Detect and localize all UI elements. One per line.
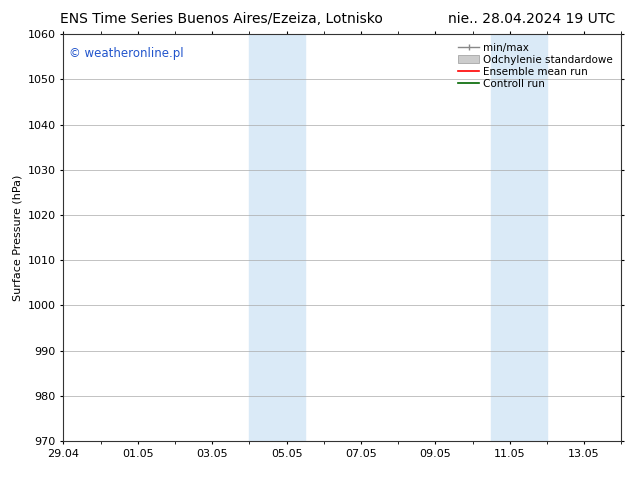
Text: nie.. 28.04.2024 19 UTC: nie.. 28.04.2024 19 UTC: [448, 12, 615, 26]
Text: © weatheronline.pl: © weatheronline.pl: [69, 47, 184, 59]
Text: ENS Time Series Buenos Aires/Ezeiza, Lotnisko: ENS Time Series Buenos Aires/Ezeiza, Lot…: [60, 12, 384, 26]
Legend: min/max, Odchylenie standardowe, Ensemble mean run, Controll run: min/max, Odchylenie standardowe, Ensembl…: [455, 40, 616, 92]
Y-axis label: Surface Pressure (hPa): Surface Pressure (hPa): [12, 174, 22, 301]
Bar: [491, 34, 547, 441]
Bar: [249, 34, 305, 441]
